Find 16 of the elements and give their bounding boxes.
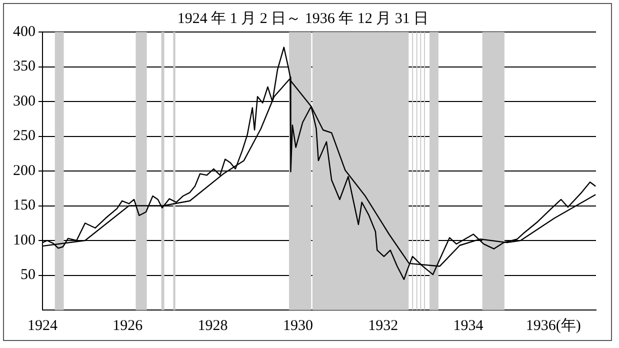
- chart-title: 1924 年 1 月 2 日～ 1936 年 12 月 31 日: [177, 10, 429, 27]
- x-tick-label: 1930: [282, 318, 313, 334]
- x-tick-label: 1928: [198, 318, 228, 334]
- x-tick-label: 1934: [453, 318, 484, 334]
- x-tick-label: 1932: [368, 318, 398, 334]
- y-tick-label: 350: [13, 58, 36, 75]
- x-tick-label: 1926: [112, 318, 144, 334]
- x-tick-label: 1936(年): [526, 316, 581, 334]
- y-tick-label: 150: [13, 198, 36, 214]
- y-tick-label: 200: [13, 162, 36, 179]
- x-tick-label: 1924: [28, 318, 58, 334]
- y-tick-label: 250: [13, 128, 36, 144]
- y-tick-label: 300: [13, 93, 36, 110]
- y-tick-label: 400: [13, 24, 36, 40]
- y-tick-label: 100: [13, 232, 36, 248]
- y-tick-label: 50: [20, 267, 36, 284]
